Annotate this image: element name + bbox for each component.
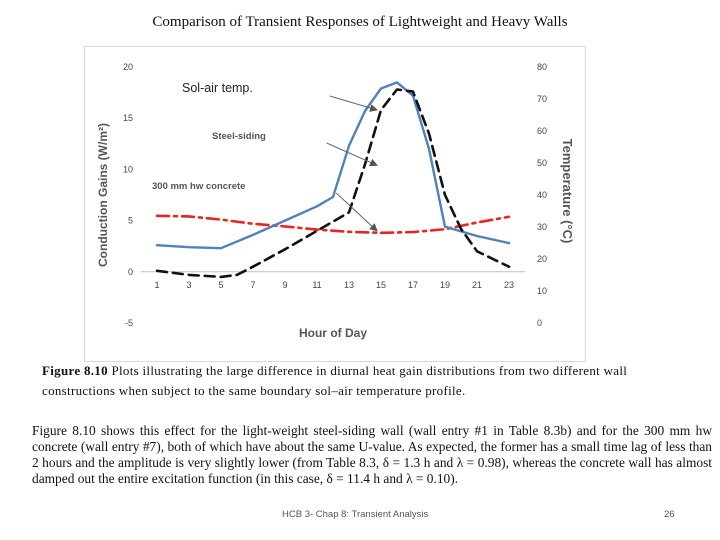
x-tick-label: 13 bbox=[344, 280, 354, 290]
y-tick-label: 10 bbox=[123, 164, 133, 174]
figure-caption-label: Figure 8.10 bbox=[42, 363, 108, 378]
y2-tick-label: 70 bbox=[537, 94, 547, 104]
slide-title: Comparison of Transient Responses of Lig… bbox=[152, 14, 568, 30]
y2-tick-label: 40 bbox=[537, 190, 547, 200]
y-tick-label: 20 bbox=[123, 62, 133, 72]
y2-tick-label: 60 bbox=[537, 126, 547, 136]
annotation-steel-siding-label: Steel-siding bbox=[212, 131, 266, 142]
y2-tick-label: 20 bbox=[537, 254, 547, 264]
x-tick-label: 17 bbox=[408, 280, 418, 290]
y-tick-label: 5 bbox=[128, 216, 133, 226]
body-paragraph: Figure 8.10 shows this effect for the li… bbox=[32, 423, 712, 486]
series-line-300-mm-hw-concrete bbox=[155, 88, 511, 279]
annotation-300-mm-hw-concrete-label: 300 mm hw concrete bbox=[152, 181, 245, 192]
annotation-sol-air-temp--arrow bbox=[329, 95, 378, 112]
x-tick-label: 19 bbox=[440, 280, 450, 290]
x-tick-label: 3 bbox=[186, 280, 191, 290]
x-tick-label: 11 bbox=[312, 280, 321, 290]
y2-tick-label: 10 bbox=[537, 286, 547, 296]
y2-tick-label: 50 bbox=[537, 158, 547, 168]
annotation-sol-air-temp--label: Sol-air temp. bbox=[182, 81, 253, 95]
y-tick-label: 0 bbox=[128, 267, 133, 277]
y2-tick-label: 80 bbox=[537, 62, 547, 72]
y2-tick-label: 0 bbox=[537, 318, 542, 328]
annotation-300-mm-hw-concrete-arrow bbox=[335, 192, 378, 232]
chart-panel: -5 0 5 10 15 20 0 10 20 30 40 50 60 70 80 1 3 5 7 9 11 13 15 17… bbox=[84, 46, 586, 362]
x-tick-label: 9 bbox=[282, 280, 287, 290]
x-axis-title: Hour of Day bbox=[299, 326, 367, 340]
figure-caption: Figure 8.10 Plots illustrating the large… bbox=[42, 361, 682, 401]
series-line-steel-siding bbox=[155, 81, 511, 250]
page-number: 26 bbox=[664, 509, 675, 520]
x-tick-label: 21 bbox=[472, 280, 482, 290]
y2-axis-title: Temperature (°C) bbox=[560, 139, 575, 244]
x-tick-label: 15 bbox=[376, 280, 386, 290]
x-tick-label: 1 bbox=[154, 280, 159, 290]
figure-caption-text: Plots illustrating the large difference … bbox=[42, 363, 628, 398]
slide-footer: HCB 3- Chap 8: Transient Analysis bbox=[282, 509, 429, 520]
y-tick-label: -5 bbox=[125, 318, 133, 328]
x-tick-label: 7 bbox=[250, 280, 255, 290]
y-tick-label: 15 bbox=[123, 113, 133, 123]
y-axis-title: Conduction Gains (W/m²) bbox=[96, 123, 110, 267]
y2-tick-label: 30 bbox=[537, 222, 547, 232]
x-tick-label: 5 bbox=[218, 280, 223, 290]
annotation-steel-siding-arrow bbox=[326, 142, 378, 167]
x-tick-label: 23 bbox=[504, 280, 514, 290]
